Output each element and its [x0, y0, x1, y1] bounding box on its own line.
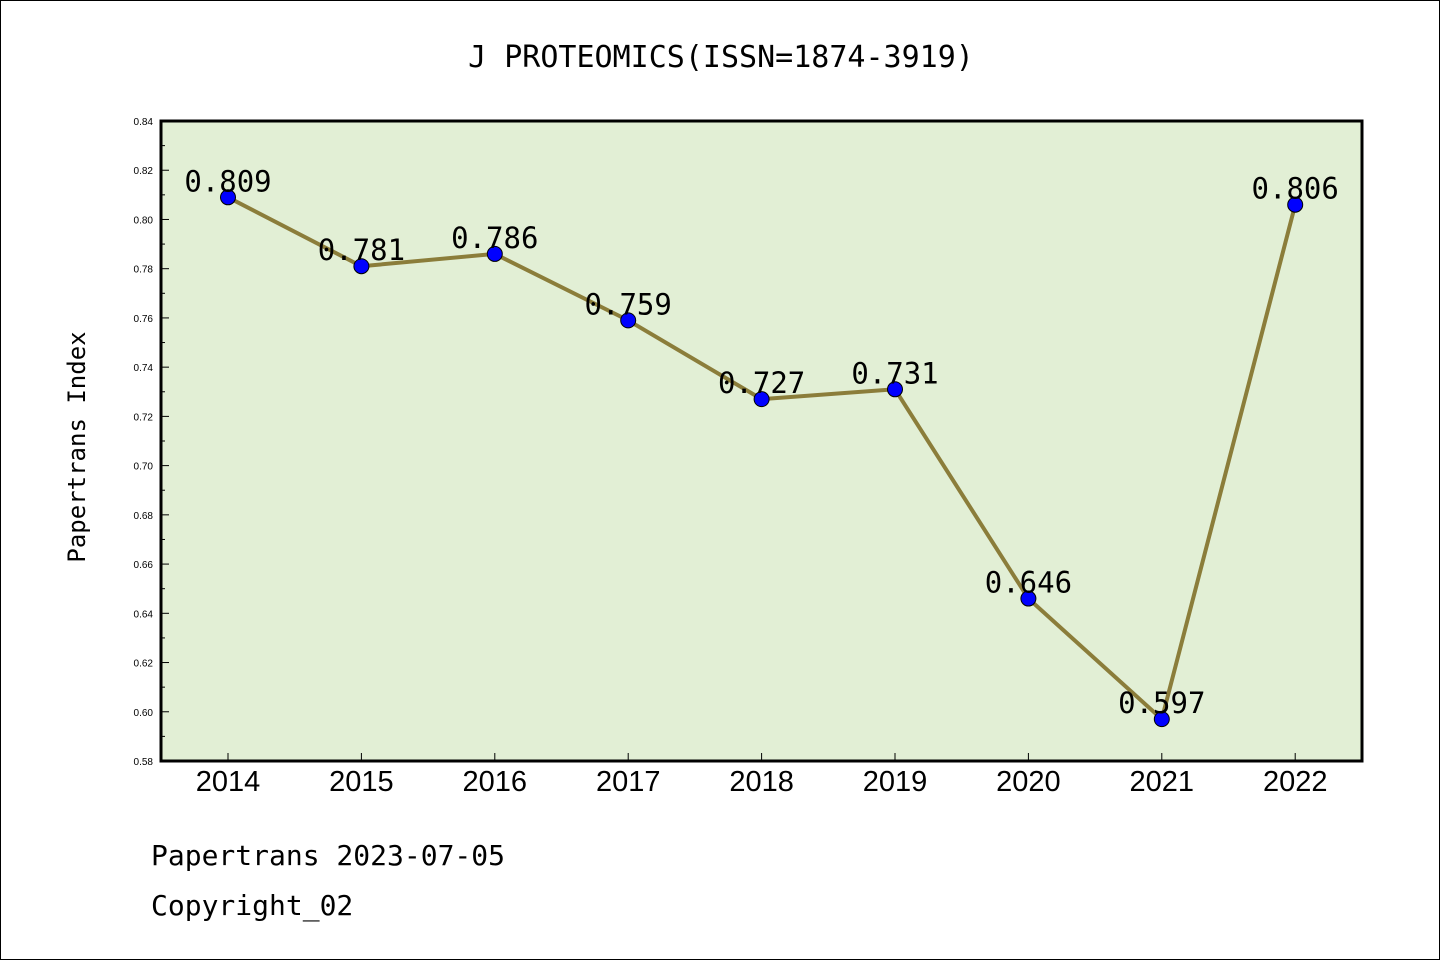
footer-copyright: Copyright_02	[151, 889, 353, 923]
data-point	[1153, 711, 1170, 728]
data-point	[753, 391, 770, 408]
y-axis-label: Papertrans Index	[63, 331, 91, 562]
data-point	[353, 258, 370, 275]
y-axis: 0.58 0.60 0.62 0.64 0.66 0.68 0.70 0.72 0.74 0.76…	[134, 117, 169, 768]
y-tick-label: 0.60	[134, 708, 154, 719]
data-label: 0.759	[585, 287, 672, 321]
plot-border	[159, 119, 1364, 763]
data-point	[887, 381, 903, 398]
y-tick-label: 0.68	[134, 511, 154, 522]
x-tick-label: 2014	[196, 766, 261, 798]
data-label: 0.646	[985, 566, 1072, 600]
x-tick-label: 2016	[463, 766, 528, 798]
data-point	[620, 312, 637, 329]
y-tick-label: 0.64	[134, 609, 154, 620]
data-label: 0.597	[1118, 686, 1205, 720]
x-axis: 2014 2015 2016 2017 2018 2019 2020 2021 2022	[196, 753, 1328, 798]
data-point	[1020, 590, 1037, 607]
x-tick-label: 2018	[729, 766, 794, 798]
y-tick-label: 0.66	[134, 560, 154, 571]
y-tick-label: 0.58	[134, 757, 154, 768]
y-tick-label: 0.62	[134, 659, 154, 670]
x-tick-label: 2020	[996, 766, 1061, 798]
y-tick-label: 0.80	[134, 215, 154, 226]
data-labels: 0.809 0.781 0.786 0.759 0.727 0.731 0.646 0.597…	[184, 164, 1339, 720]
data-point	[1287, 196, 1304, 213]
data-point	[220, 189, 236, 206]
footer-date: Papertrans 2023-07-05	[151, 839, 505, 872]
y-tick-label: 0.74	[134, 363, 154, 374]
y-tick-label: 0.78	[134, 265, 154, 276]
data-label: 0.786	[451, 221, 538, 255]
chart-title: J PROTEOMICS(ISSN=1874-3919)	[468, 40, 974, 75]
data-label: 0.731	[851, 356, 938, 390]
plot-area	[161, 121, 1362, 761]
y-tick-label: 0.70	[134, 462, 154, 473]
data-label: 0.809	[184, 164, 271, 198]
data-point	[486, 245, 503, 262]
x-tick-label: 2015	[329, 766, 394, 798]
x-tick-label: 2019	[863, 766, 928, 798]
data-label: 0.806	[1252, 172, 1339, 206]
y-tick-label: 0.84	[134, 117, 154, 128]
x-tick-label: 2021	[1130, 766, 1195, 798]
x-tick-label: 2017	[596, 766, 661, 798]
data-points	[220, 189, 1304, 728]
x-tick-label: 2022	[1263, 766, 1328, 798]
data-label: 0.727	[718, 366, 805, 400]
y-tick-label: 0.82	[134, 166, 154, 177]
y-tick-label: 0.72	[134, 412, 154, 423]
y-tick-label: 0.76	[134, 314, 154, 325]
data-label: 0.781	[318, 233, 405, 267]
